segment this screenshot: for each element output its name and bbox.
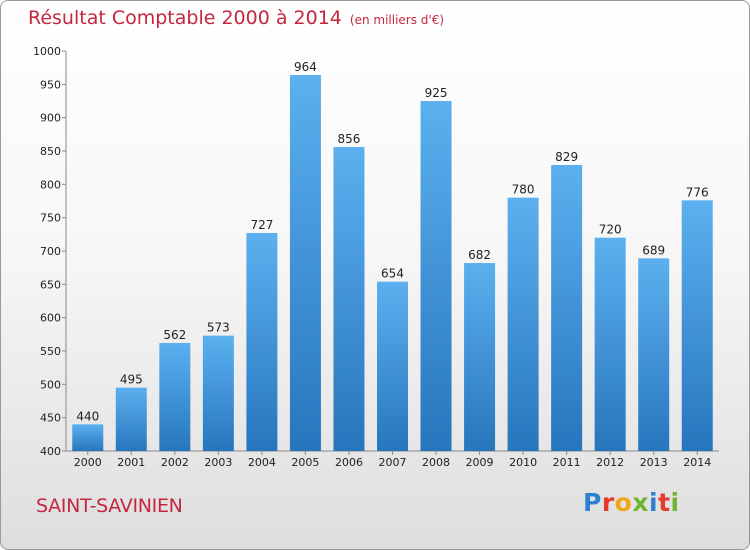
- value-label-2011: 829: [555, 150, 578, 164]
- y-tick-label: 850: [40, 145, 61, 158]
- x-tick-label: 2011: [553, 456, 581, 469]
- chart-title: Résultat Comptable 2000 à 2014: [28, 7, 342, 29]
- x-tick-label: 2004: [248, 456, 276, 469]
- x-tick-label: 2014: [683, 456, 711, 469]
- value-label-2013: 689: [642, 243, 665, 257]
- x-tick-label: 2012: [596, 456, 624, 469]
- bar-2005: [289, 75, 321, 451]
- value-label-2005: 964: [294, 60, 317, 74]
- value-label-2001: 495: [120, 373, 143, 387]
- value-label-2003: 573: [207, 321, 230, 335]
- x-tick-label: 2003: [204, 456, 232, 469]
- value-label-2014: 776: [686, 185, 709, 199]
- y-tick-label: 600: [40, 312, 61, 325]
- y-tick-label: 700: [40, 245, 61, 258]
- x-tick-label: 2009: [466, 456, 494, 469]
- x-tick-label: 2005: [291, 456, 319, 469]
- bar-2013: [638, 258, 670, 451]
- y-tick-label: 950: [40, 78, 61, 91]
- x-tick-label: 2008: [422, 456, 450, 469]
- bar-2003: [202, 335, 234, 451]
- bar-2004: [246, 233, 278, 451]
- bar-2010: [507, 197, 539, 451]
- brand-letter: o: [614, 488, 633, 517]
- bar-2012: [594, 237, 626, 451]
- brand-letter: r: [601, 488, 615, 517]
- x-tick-label: 2001: [117, 456, 145, 469]
- bar-2014: [681, 200, 713, 451]
- brand-letter: i: [649, 488, 659, 517]
- value-label-2010: 780: [512, 183, 535, 197]
- bar-2007: [377, 281, 408, 451]
- value-label-2007: 654: [381, 267, 404, 281]
- bar-2009: [464, 263, 496, 451]
- brand-letter: P: [583, 488, 602, 517]
- bar-2008: [420, 101, 452, 451]
- x-tick-label: 2013: [640, 456, 668, 469]
- value-label-2000: 440: [76, 409, 99, 423]
- bar-2000: [72, 424, 104, 451]
- x-tick-label: 2000: [74, 456, 102, 469]
- y-tick-label: 650: [40, 278, 61, 291]
- value-label-2009: 682: [468, 248, 491, 262]
- y-tick-label: 750: [40, 212, 61, 225]
- value-label-2006: 856: [338, 132, 361, 146]
- value-label-2004: 727: [250, 218, 273, 232]
- value-label-2008: 925: [425, 86, 448, 100]
- y-axis: 400 450 500 550 600 650 700 750 800 850 900 950 1000: [33, 45, 67, 458]
- brand-logo: Proxiti: [583, 488, 680, 517]
- brand-letter: i: [670, 488, 680, 517]
- x-axis: 2000 2001 2002 2003 2004 2005 2006 2007 2008 2009…: [66, 450, 719, 469]
- value-label-2012: 720: [599, 223, 622, 237]
- value-label-2002: 562: [163, 328, 186, 342]
- title-line: Résultat Comptable 2000 à 2014 (en millie…: [28, 7, 444, 29]
- x-tick-label: 2010: [509, 456, 537, 469]
- x-tick-label: 2007: [379, 456, 407, 469]
- brand-letter: t: [658, 488, 671, 517]
- y-tick-label: 1000: [33, 45, 61, 58]
- chart-unit-subtitle: (en milliers d'€): [349, 13, 445, 27]
- bar-2011: [551, 165, 583, 451]
- y-tick-label: 400: [40, 445, 61, 458]
- brand-letter: x: [632, 488, 649, 517]
- x-tick-label: 2006: [335, 456, 363, 469]
- value-labels: 440 495 562 573 727 964 856 654 925 682 780 829 720 6…: [76, 60, 708, 423]
- y-tick-label: 450: [40, 412, 61, 425]
- x-tick-label: 2002: [161, 456, 189, 469]
- commune-name: SAINT-SAVINIEN: [36, 495, 183, 517]
- bar-2001: [115, 387, 147, 451]
- y-tick-label: 550: [40, 345, 61, 358]
- y-tick-label: 500: [40, 378, 61, 391]
- bar-2002: [159, 343, 191, 451]
- bar-2006: [333, 147, 365, 451]
- y-tick-label: 800: [40, 178, 61, 191]
- bars: [72, 75, 713, 451]
- y-tick-label: 900: [40, 112, 61, 125]
